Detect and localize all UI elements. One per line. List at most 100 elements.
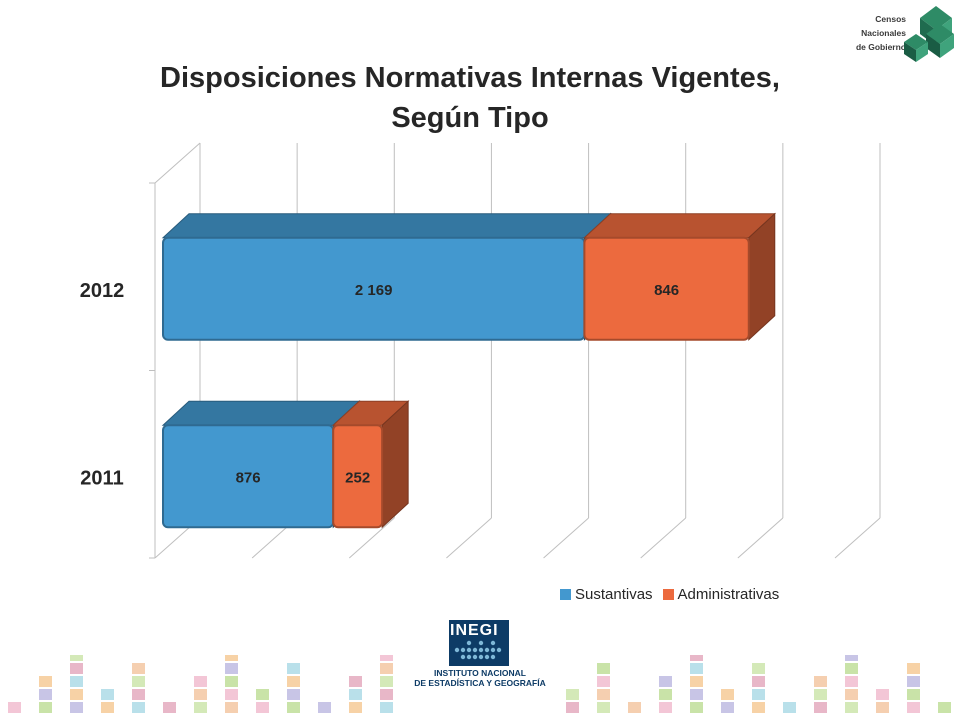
deco-square	[39, 689, 52, 700]
deco-square	[845, 676, 858, 687]
gridline-floor-6	[737, 517, 784, 559]
deco-square	[225, 702, 238, 713]
legend-swatch-administrativas	[662, 588, 674, 600]
deco-square	[597, 689, 610, 700]
cubes-icon	[904, 6, 954, 62]
legend: Sustantivas Administrativas	[560, 585, 789, 603]
censos-logo-line2: Nacionales	[861, 28, 906, 38]
deco-square	[721, 689, 734, 700]
deco-square	[907, 702, 920, 713]
deco-square	[659, 702, 672, 713]
legend-swatch-sustantivas	[560, 588, 571, 600]
bar-top-administrativas-2012	[583, 213, 777, 239]
deco-square	[752, 702, 765, 713]
chart-title-line2: Según Tipo	[391, 102, 549, 134]
chart-title: Disposiciones Normativas Internas Vigent…	[60, 58, 880, 138]
deco-square	[783, 702, 796, 713]
deco-square	[566, 702, 579, 713]
deco-square	[380, 663, 393, 674]
deco-square	[690, 689, 703, 700]
deco-square	[845, 702, 858, 713]
inegi-logo: INEGI INSTITUTO NACIONAL DE ESTADÍSTICA …	[405, 620, 555, 702]
category-label-2011: 2011	[80, 467, 123, 489]
deco-square	[349, 689, 362, 700]
deco-square	[70, 702, 83, 713]
deco-square	[70, 655, 83, 661]
deco-square	[256, 689, 269, 700]
deco-square	[845, 663, 858, 674]
bar-top-sustantivas-2012	[161, 213, 612, 239]
censos-nacionales-logo: Censos Nacionales de Gobierno	[840, 0, 960, 72]
deco-square	[101, 702, 114, 713]
deco-square	[845, 689, 858, 700]
deco-square	[597, 676, 610, 687]
deco-square	[194, 676, 207, 687]
deco-square	[287, 702, 300, 713]
data-label-sustantivas-2012: 2 169	[355, 282, 393, 299]
deco-square	[721, 702, 734, 713]
deco-square	[380, 676, 393, 687]
deco-square	[225, 655, 238, 661]
deco-square	[659, 676, 672, 687]
gridline-floor-2	[348, 517, 395, 559]
inegi-name-line2: DE ESTADÍSTICA Y GEOGRAFÍA	[414, 678, 546, 688]
bar-administrativas-2012	[583, 236, 750, 341]
deco-square	[752, 663, 765, 674]
chart-title-line1: Disposiciones Normativas Internas Vigent…	[160, 62, 780, 94]
deco-square	[380, 655, 393, 661]
legend-item-sustantivas: Sustantivas	[560, 586, 653, 603]
deco-square	[349, 702, 362, 713]
inegi-emblem-icon	[449, 620, 509, 666]
legend-label-sustantivas: Sustantivas	[575, 585, 653, 603]
deco-square	[318, 702, 331, 713]
deco-square	[70, 663, 83, 674]
gridline-floor-7	[834, 517, 881, 559]
deco-square	[876, 689, 889, 700]
bar-chart: 2012 2 169 846 2011 876 252	[80, 142, 881, 559]
deco-square	[194, 702, 207, 713]
gridline-floor-4	[543, 517, 589, 559]
bar-administrativas-2011	[332, 424, 384, 529]
inegi-name: INSTITUTO NACIONAL DE ESTADÍSTICA Y GEOG…	[405, 668, 555, 688]
deco-square	[628, 702, 641, 713]
deco-square	[845, 655, 858, 661]
deco-square	[690, 655, 703, 661]
deco-square	[287, 676, 300, 687]
deco-square	[876, 702, 889, 713]
censos-logo-line3: de Gobierno	[855, 42, 906, 52]
deco-square	[70, 689, 83, 700]
deco-square	[380, 702, 393, 713]
deco-square	[938, 702, 951, 713]
bar-top-sustantivas-2011	[161, 400, 361, 426]
deco-square	[225, 676, 238, 687]
inegi-name-line1: INSTITUTO NACIONAL	[434, 668, 526, 678]
deco-square	[752, 689, 765, 700]
legend-item-administrativas: Administrativas	[662, 585, 780, 603]
data-label-sustantivas-2011: 876	[236, 469, 261, 486]
deco-square	[659, 689, 672, 700]
category-label-2012: 2012	[80, 280, 125, 302]
deco-square	[907, 676, 920, 687]
deco-square	[597, 702, 610, 713]
deco-square	[380, 689, 393, 700]
deco-square	[8, 702, 21, 713]
inegi-wordmark: INEGI	[450, 622, 499, 639]
censos-logo-text: Censos Nacionales de Gobierno	[844, 12, 906, 54]
deco-square	[752, 676, 765, 687]
deco-square	[597, 663, 610, 674]
deco-square	[690, 702, 703, 713]
deco-square	[132, 702, 145, 713]
deco-square	[907, 689, 920, 700]
deco-square	[907, 663, 920, 674]
data-label-administrativas-2011: 252	[345, 469, 370, 486]
deco-square	[814, 689, 827, 700]
deco-square	[101, 689, 114, 700]
legend-label-administrativas: Administrativas	[677, 585, 780, 603]
deco-square	[132, 676, 145, 687]
deco-square	[690, 676, 703, 687]
deco-square	[132, 663, 145, 674]
deco-square	[39, 676, 52, 687]
gridline-floor-5	[640, 517, 687, 559]
decorative-color-bars	[8, 655, 951, 713]
deco-square	[287, 663, 300, 674]
